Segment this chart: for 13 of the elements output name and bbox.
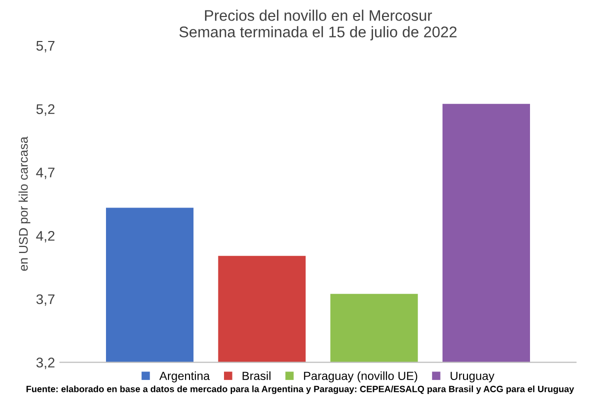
legend-label: Brasil xyxy=(242,371,270,380)
y-tick-label: 4,7 xyxy=(36,168,54,180)
y-tick-label: 5,7 xyxy=(36,41,54,52)
y-tick-label: 5,2 xyxy=(36,104,54,116)
y-tick-label: 4,2 xyxy=(36,230,54,242)
legend-label: Argentina xyxy=(159,371,210,382)
y-axis-title: en USD por kilo carcasa xyxy=(18,136,30,271)
y-tick-label: 3,2 xyxy=(36,358,54,370)
y-tick-label: 3,7 xyxy=(36,294,54,306)
legend-label: Uruguay xyxy=(450,372,494,382)
source-note: Fuente: elaborado en base a datos de mercado para la Argentina y Paraguay: CEPEA/ESALQ para Brasil y ACG para el Uruguay xyxy=(26,386,574,394)
chart-title: Precios del novillo en el Mercosur Semana terminada el 15 de julio de 2022 xyxy=(179,10,457,40)
legend-label: Paraguay (novillo UE) xyxy=(304,371,418,382)
